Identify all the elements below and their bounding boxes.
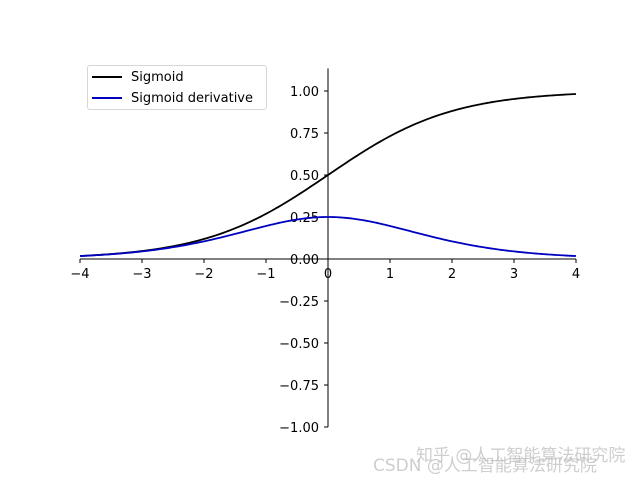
legend-label: Sigmoid [131,69,184,85]
y-tick-label: 0.50 [290,169,319,184]
legend-item-sigmoid: Sigmoid [92,68,184,86]
x-tick-label: 4 [572,267,580,282]
curves [79,93,577,257]
y-tick-label: 0.75 [290,127,319,142]
x-tick-label: −1 [256,267,275,282]
x-tick-label: 2 [448,267,456,282]
y-tick-label: 0.00 [290,253,319,268]
watermark-zhihu: 知乎 @人工智能算法研究院 [416,446,626,466]
y-tick-label: −0.50 [279,337,319,352]
legend-item-sigmoid-derivative: Sigmoid derivative [92,89,253,107]
x-tick-label: 0 [324,267,332,282]
y-tick-label: −1.00 [279,421,319,436]
legend: Sigmoid Sigmoid derivative [87,65,267,110]
watermark-csdn: CSDN @人工智能算法研究院 [373,456,597,476]
legend-label: Sigmoid derivative [131,90,253,106]
x-tick-label: −3 [132,267,151,282]
x-tick-label: 3 [510,267,518,282]
y-tick-label: −0.25 [279,295,319,310]
x-tick-label: 1 [386,267,394,282]
y-tick-label: 1.00 [290,85,319,100]
y-tick-label: −0.75 [279,379,319,394]
legend-swatch-sigmoid [92,76,122,78]
x-tick-label: −2 [194,267,213,282]
x-tick-label: −4 [70,267,89,282]
axes: −4 −3 −2 −1 0 1 2 3 41.000.750.500.250.00−0.25−0… [70,68,580,436]
legend-swatch-sigmoid-derivative [92,97,122,99]
sigmoid-derivative-curve [79,216,577,257]
